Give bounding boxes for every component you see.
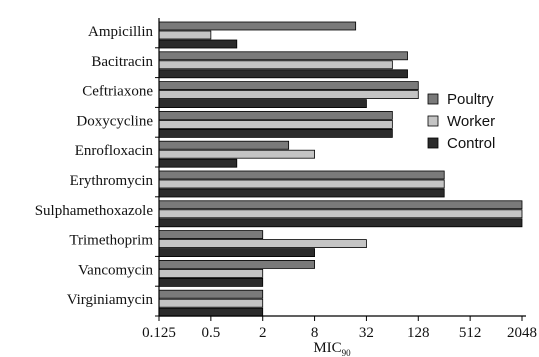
bar-control <box>158 307 264 317</box>
category-label: Virginiamycin <box>67 292 154 308</box>
bar-poultry <box>158 170 445 180</box>
category-label: Bacitracin <box>91 54 153 70</box>
legend-swatch-control <box>427 137 439 149</box>
bar-poultry <box>158 289 264 299</box>
bar-control <box>158 128 393 138</box>
legend-swatch-poultry <box>427 93 439 105</box>
bar-worker <box>158 120 393 129</box>
legend-label-poultry: Poultry <box>447 91 494 108</box>
category-label: Vancomycin <box>78 262 153 278</box>
legend-label-worker: Worker <box>447 113 495 130</box>
bar-worker <box>158 209 523 219</box>
x-tick-label: 2048 <box>507 325 537 341</box>
x-tick-label: 32 <box>359 325 374 341</box>
bars-group <box>158 21 523 317</box>
category-label: Ampicillin <box>88 24 153 40</box>
bar-poultry <box>158 111 393 120</box>
x-axis-label-subscript: 90 <box>342 348 352 357</box>
bar-worker <box>158 60 393 70</box>
category-label: Doxycycline <box>76 113 153 129</box>
bar-worker <box>158 149 315 159</box>
category-label: Erythromycin <box>70 173 154 189</box>
bar-control <box>158 158 238 168</box>
x-tick-label: 8 <box>311 325 319 341</box>
bar-worker <box>158 90 419 99</box>
bar-control <box>158 39 238 49</box>
bar-poultry <box>158 259 315 269</box>
bar-poultry <box>158 81 419 90</box>
bar-control <box>158 277 264 287</box>
x-axis-label: MIC90 <box>313 340 351 357</box>
bar-worker <box>158 239 367 249</box>
bar-poultry <box>158 200 523 210</box>
x-tick-label: 0.5 <box>201 325 220 341</box>
legend-label-control: Control <box>447 135 495 152</box>
bar-worker <box>158 268 264 278</box>
x-axis-title: MIC90 <box>313 340 351 357</box>
bar-control <box>158 188 445 198</box>
bar-worker <box>158 30 212 40</box>
bar-poultry <box>158 140 290 150</box>
bar-worker <box>158 298 264 308</box>
bar-worker <box>158 179 445 189</box>
bar-poultry <box>158 51 408 61</box>
category-label: Sulphamethoxazole <box>35 203 154 219</box>
bar-control <box>158 69 408 79</box>
bar-control <box>158 248 315 258</box>
legend: Poultry Worker Control <box>427 91 495 152</box>
x-tick-label: 512 <box>459 325 482 341</box>
category-label-group: Ampicillin Bacitracin Ceftriaxone Doxycycli… <box>35 24 159 317</box>
legend-swatch-worker <box>427 115 439 127</box>
bar-poultry <box>158 21 357 31</box>
bar-poultry <box>158 230 264 240</box>
bar-control <box>158 218 523 228</box>
x-tick-label: 128 <box>407 325 430 341</box>
category-label: Ceftriaxone <box>82 84 153 100</box>
bar-control <box>158 99 367 108</box>
x-tick-group: 0.125 0.5 2 8 32 128 512 2048 <box>142 316 537 341</box>
category-label: Trimethoprim <box>69 233 153 249</box>
category-label: Enrofloxacin <box>75 143 154 159</box>
x-tick-label: 2 <box>259 325 267 341</box>
x-tick-label: 0.125 <box>142 325 176 341</box>
